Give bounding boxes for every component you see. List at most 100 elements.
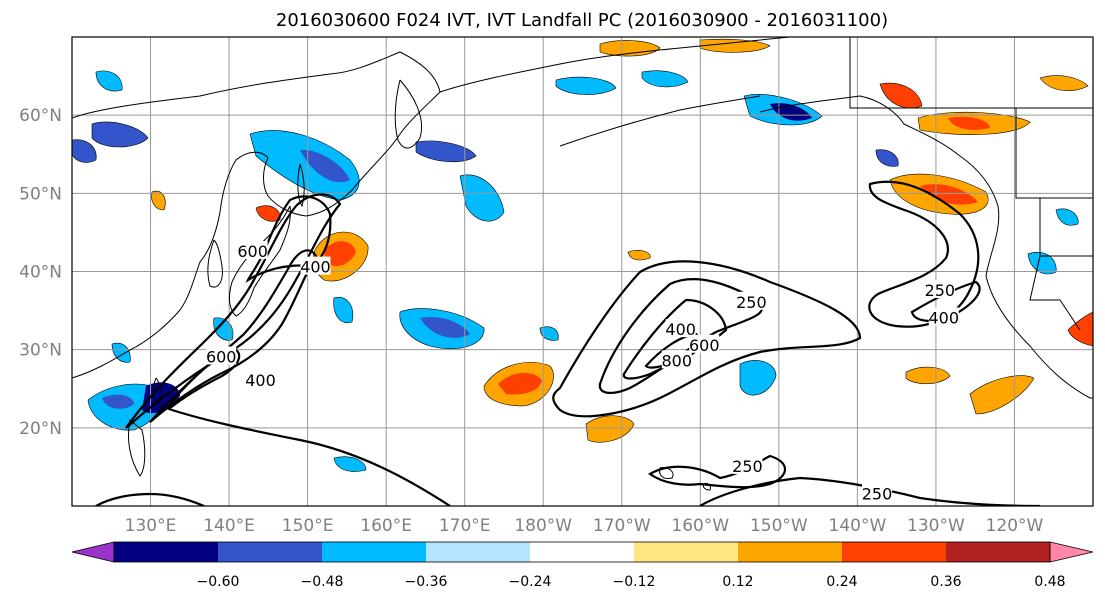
contour-label-background xyxy=(237,240,268,259)
colorbar-swatch xyxy=(530,542,635,562)
lon-tick-label: 130°W xyxy=(907,516,965,536)
lon-tick-label: 170°E xyxy=(439,516,491,536)
colorbar-swatch xyxy=(114,542,219,562)
coastlines xyxy=(72,37,1093,491)
coastline-kamchatka xyxy=(394,79,423,149)
colorbar-extend-min xyxy=(71,541,115,563)
negative-region xyxy=(415,140,477,163)
contour-label: 400 xyxy=(665,320,696,339)
coastline-asia xyxy=(72,51,441,379)
positive-region xyxy=(969,375,1035,415)
colorbar-tick-label: −0.48 xyxy=(301,574,344,590)
colorbar-tick-label: 0.48 xyxy=(1034,574,1065,590)
contour-label: 400 xyxy=(300,258,331,277)
colorbar-tick-label: −0.12 xyxy=(613,574,656,590)
colorbar-swatch xyxy=(634,542,739,562)
negative-region-core xyxy=(420,316,470,338)
colorbar-tick-label: 0.36 xyxy=(930,574,961,590)
colorbar-swatch xyxy=(738,542,843,562)
negative-region xyxy=(739,360,777,396)
negative-region xyxy=(555,76,617,95)
lon-tick-label: 140°E xyxy=(203,516,255,536)
coastline-korea xyxy=(207,239,223,288)
coastline-philippines xyxy=(127,419,146,477)
colorbar-tick-label: −0.24 xyxy=(509,574,552,590)
negative-region xyxy=(875,149,899,167)
negative-region xyxy=(95,70,123,92)
negative-region xyxy=(102,394,134,409)
contour-label: 600 xyxy=(237,242,268,261)
contour-label-background xyxy=(206,346,237,365)
colorbar-swatch xyxy=(322,542,427,562)
negative-region xyxy=(539,326,559,341)
negative-region xyxy=(641,70,689,88)
lon-tick-label: 150°W xyxy=(750,516,808,536)
colorbar-frame xyxy=(113,541,1051,563)
negative-region xyxy=(72,139,97,163)
contour-600-east xyxy=(622,298,728,380)
contour-label-background xyxy=(689,334,720,353)
colorbar-tick-label: −0.60 xyxy=(197,574,240,590)
contour-250-bottomleft xyxy=(95,492,205,506)
positive-region xyxy=(627,250,651,261)
lon-tick-label: 150°E xyxy=(282,516,334,536)
contour-label-background xyxy=(661,350,692,369)
colorbar-tick-label: 0.24 xyxy=(826,574,857,590)
colorbar-tick-label: −0.36 xyxy=(405,574,448,590)
contour-400-west xyxy=(149,249,318,423)
negative-region-core xyxy=(300,149,350,183)
border-us-states xyxy=(1029,198,1093,331)
colorbar-swatch xyxy=(842,542,947,562)
positive-region xyxy=(255,205,281,222)
lon-tick-label: 120°W xyxy=(986,516,1044,536)
contour-label-background xyxy=(736,291,767,310)
contour-label-background xyxy=(928,307,959,326)
lat-tick-label: 40°N xyxy=(19,263,62,283)
negative-region xyxy=(249,130,360,201)
contour-label-background xyxy=(862,483,893,502)
positive-region-core xyxy=(324,241,356,267)
positive-region xyxy=(699,38,771,53)
positive-region xyxy=(151,190,166,211)
map-title: 2016030600 F024 IVT, IVT Landfall PC (20… xyxy=(276,10,888,31)
lon-tick-label: 180°W xyxy=(514,516,572,536)
contour-250-south xyxy=(647,454,787,489)
lat-tick-label: 60°N xyxy=(19,106,62,126)
contour-label-background xyxy=(300,256,331,275)
colorbar-swatch xyxy=(946,542,1051,562)
contour-label: 400 xyxy=(245,371,276,390)
contour-250-east xyxy=(552,260,862,418)
contour-label: 600 xyxy=(206,347,237,366)
contour-label: 250 xyxy=(732,457,763,476)
contour-label: 250 xyxy=(736,293,767,312)
contour-label-background xyxy=(924,280,955,299)
contour-400-east xyxy=(598,278,764,394)
border-canada xyxy=(849,37,1093,199)
positive-region xyxy=(1039,75,1089,91)
negative-region xyxy=(333,296,354,324)
negative-region xyxy=(459,174,505,222)
colorbar: −0.60 −0.48 −0.36 −0.24 −0.12 0.12 0.24 0.36 0.4… xyxy=(71,541,1094,590)
lon-tick-label: 170°W xyxy=(593,516,651,536)
contour-label-background xyxy=(245,369,276,388)
latitude-tick-labels: 20°N 30°N 40°N 50°N 60°N xyxy=(19,106,62,439)
positive-region xyxy=(905,366,951,385)
colorbar-swatch xyxy=(218,542,323,562)
positive-region-core xyxy=(920,184,978,205)
coastline-aleutians xyxy=(559,95,761,147)
contour-label-background xyxy=(732,455,763,474)
positive-region-core xyxy=(948,116,990,130)
negative-region xyxy=(333,456,367,472)
map-frame xyxy=(71,36,1094,507)
colorbar-extend-max xyxy=(1049,541,1094,563)
positive-region xyxy=(1067,311,1093,347)
colorbar-swatch xyxy=(426,542,531,562)
contour-250-bottom xyxy=(699,476,1041,506)
lon-tick-label: 140°W xyxy=(829,516,887,536)
coastline-alaska xyxy=(759,95,1093,399)
contour-250-tail xyxy=(159,404,451,506)
contour-label: 250 xyxy=(862,484,893,503)
